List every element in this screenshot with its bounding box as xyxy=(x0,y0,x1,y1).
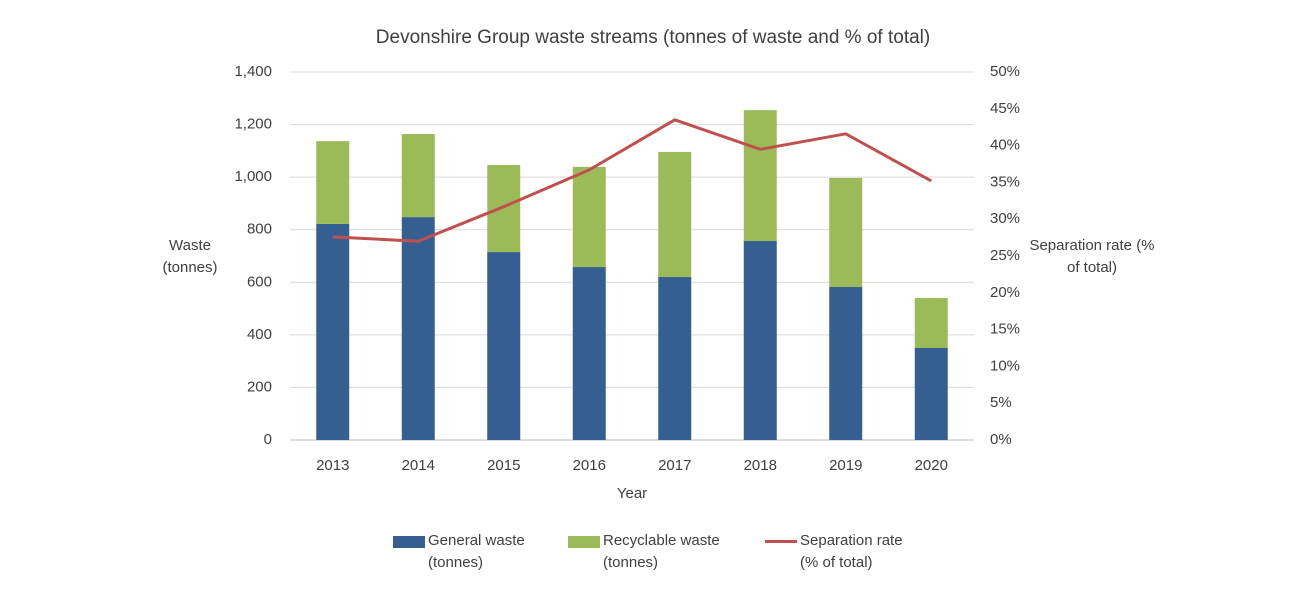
legend-swatch xyxy=(393,536,425,548)
y-tick-label: 0 xyxy=(264,431,272,448)
y-tick-label: 1,200 xyxy=(234,116,272,133)
y-tick-label: 800 xyxy=(247,221,272,238)
chart-title: Devonshire Group waste streams (tonnes o… xyxy=(376,27,930,48)
bar xyxy=(487,252,521,440)
legend-swatch xyxy=(765,540,797,543)
y-tick-label: 400 xyxy=(247,326,272,343)
bar xyxy=(829,177,863,288)
bar xyxy=(658,151,692,278)
y2-tick-label: 30% xyxy=(990,210,1020,227)
y2-axis-label: Separation rate (% of total) xyxy=(1029,237,1155,276)
bar xyxy=(829,287,863,440)
y-tick-label: 600 xyxy=(247,273,272,290)
x-axis-label: Year xyxy=(617,485,647,502)
legend-label: Recyclable waste (tonnes) xyxy=(603,532,720,571)
bar xyxy=(743,241,777,440)
bar xyxy=(572,166,606,268)
bar xyxy=(914,348,948,440)
legend-swatch xyxy=(568,536,600,548)
y2-tick-label: 50% xyxy=(990,63,1020,80)
bar xyxy=(914,298,948,348)
bar xyxy=(658,277,692,440)
bar xyxy=(743,110,777,242)
bar xyxy=(572,267,606,440)
x-tick-label: 2020 xyxy=(915,457,948,474)
x-tick-label: 2018 xyxy=(744,457,777,474)
x-tick-label: 2019 xyxy=(829,457,862,474)
line xyxy=(332,118,932,243)
y-tick-label: 200 xyxy=(247,378,272,395)
y2-tick-label: 35% xyxy=(990,173,1020,190)
x-tick-label: 2013 xyxy=(316,457,349,474)
y2-tick-label: 0% xyxy=(990,431,1012,448)
y2-tick-label: 10% xyxy=(990,357,1020,374)
bar xyxy=(401,217,435,440)
y-axis-label: Waste (tonnes) xyxy=(162,237,218,276)
y2-tick-label: 20% xyxy=(990,284,1020,301)
bar xyxy=(487,165,521,253)
bar xyxy=(401,134,435,218)
x-tick-label: 2016 xyxy=(573,457,606,474)
y-tick-label: 1,400 xyxy=(234,63,272,80)
legend-label: Separation rate (% of total) xyxy=(800,532,903,571)
y2-tick-label: 45% xyxy=(990,100,1020,117)
x-tick-label: 2014 xyxy=(402,457,435,474)
bar xyxy=(316,141,350,224)
y2-tick-label: 5% xyxy=(990,394,1012,411)
legend-label: General waste (tonnes) xyxy=(428,532,525,571)
x-tick-label: 2015 xyxy=(487,457,520,474)
y2-tick-label: 15% xyxy=(990,321,1020,338)
y-tick-label: 1,000 xyxy=(234,168,272,185)
y2-tick-label: 40% xyxy=(990,137,1020,154)
bar xyxy=(316,223,350,440)
y2-tick-label: 25% xyxy=(990,247,1020,264)
x-tick-label: 2017 xyxy=(658,457,691,474)
